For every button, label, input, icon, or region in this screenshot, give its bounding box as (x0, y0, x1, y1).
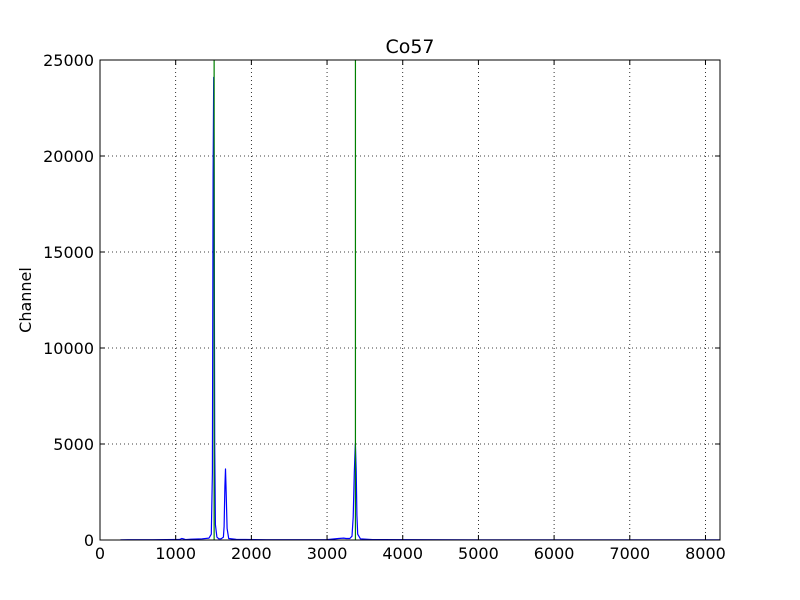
grid (100, 60, 720, 540)
y-tick-label: 20000 (43, 147, 94, 166)
plot-frame (99, 59, 721, 541)
x-tick-label: 3000 (307, 544, 348, 563)
x-tick-label: 2000 (231, 544, 272, 563)
y-tick-label: 10000 (43, 339, 94, 358)
chart-title: Co57 (385, 36, 434, 58)
x-tick-label: 8000 (685, 544, 726, 563)
x-tick-label: 1000 (155, 544, 196, 563)
x-tick-label: 4000 (382, 544, 423, 563)
y-tick-label: 25000 (43, 51, 94, 70)
x-tick-label: 0 (95, 544, 105, 563)
y-axis-label: Channel (16, 267, 35, 333)
y-tick-label: 0 (84, 531, 94, 550)
x-tick-label: 5000 (458, 544, 499, 563)
y-tick-label: 15000 (43, 243, 94, 262)
y-tick-label: 5000 (53, 435, 94, 454)
ticks: 0 1000 2000 3000 4000 5000 6000 7000 8000 0 5000 10… (43, 51, 726, 563)
x-tick-label: 7000 (609, 544, 650, 563)
x-tick-label: 6000 (534, 544, 575, 563)
plot-area (120, 60, 721, 541)
